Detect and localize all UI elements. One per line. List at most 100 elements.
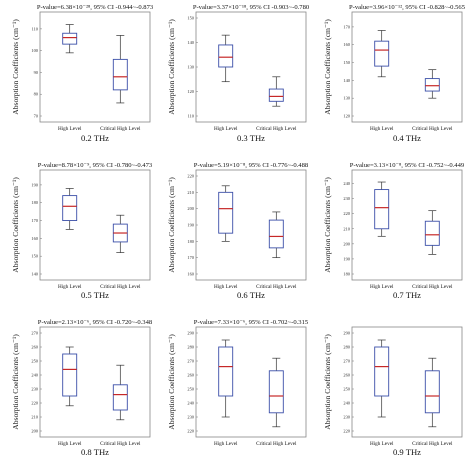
- y-tick-label: 170: [187, 255, 194, 260]
- y-tick-label: 200: [31, 429, 38, 434]
- plot-frame: [39, 169, 151, 281]
- box-critical-high-level: [112, 364, 128, 421]
- x-category-label: Critical High Level: [412, 441, 453, 447]
- y-tick-label: 260: [343, 373, 350, 378]
- y-tick-label: 110: [32, 26, 39, 31]
- y-axis-label: Absorption Coefficients (cm⁻¹): [167, 177, 176, 273]
- x-category-label: High Level: [214, 126, 238, 132]
- x-category-label: Critical High Level: [412, 126, 453, 132]
- pvalue-label: P-value=7.33×10⁻⁶, 95% CI -0.702~-0.315: [194, 319, 309, 326]
- y-tick-label: 260: [187, 373, 194, 378]
- y-tick-label: 230: [343, 415, 350, 420]
- pvalue-label: P-value=3.96×10⁻¹², 95% CI -0.828~-0.565: [349, 4, 466, 11]
- plot-panel-4: P-value=8.78×10⁻⁹, 95% CI -0.780~-0.473 A…: [11, 162, 153, 300]
- plot-panel-2: P-value=3.37×10⁻¹⁸, 95% CI -0.903~-0.780…: [167, 4, 310, 143]
- iqr-box: [424, 78, 440, 92]
- y-tick-label: 70: [34, 114, 39, 119]
- plot-frame: [39, 326, 151, 438]
- y-tick-label: 250: [343, 387, 350, 392]
- y-tick-label: 210: [31, 415, 38, 420]
- frequency-label: 0.3 THz: [237, 133, 265, 143]
- plot-frame: [39, 11, 151, 123]
- box-critical-high-level: [424, 69, 440, 99]
- plot-frame: [351, 169, 463, 281]
- plot-panel-3: P-value=3.96×10⁻¹², 95% CI -0.828~-0.565…: [323, 4, 466, 143]
- y-tick-label: 120: [187, 89, 194, 94]
- y-tick-label: 150: [187, 16, 194, 21]
- y-tick-label: 130: [343, 96, 350, 101]
- y-axis-label: Absorption Coefficients (cm⁻¹): [323, 334, 332, 430]
- y-tick-label: 240: [187, 401, 194, 406]
- y-tick-label: 160: [187, 272, 194, 277]
- iqr-box: [218, 346, 234, 397]
- x-category-label: Critical High Level: [100, 284, 141, 290]
- iqr-box: [424, 370, 440, 414]
- plot-panel-9: Absorption Coefficients (cm⁻¹) 220 230 240 2…: [323, 326, 463, 457]
- iqr-box: [218, 44, 234, 68]
- y-tick-label: 120: [343, 114, 350, 119]
- x-category-label: Critical High Level: [100, 126, 141, 132]
- y-tick-label: 240: [343, 401, 350, 406]
- y-axis-label: Absorption Coefficients (cm⁻¹): [11, 177, 20, 273]
- y-axis-label: Absorption Coefficients (cm⁻¹): [11, 19, 20, 115]
- box-high-level: [218, 185, 234, 242]
- frequency-label: 0.2 THz: [81, 133, 109, 143]
- iqr-box: [374, 40, 390, 67]
- x-category-label: High Level: [214, 284, 238, 290]
- plot-frame: [195, 326, 307, 438]
- y-tick-label: 230: [187, 415, 194, 420]
- x-category-label: High Level: [58, 284, 82, 290]
- y-tick-label: 190: [187, 223, 194, 228]
- y-tick-label: 190: [31, 182, 38, 187]
- x-category-label: High Level: [370, 441, 394, 447]
- plot-panel-8: P-value=7.33×10⁻⁶, 95% CI -0.702~-0.315 A…: [167, 319, 309, 447]
- y-tick-label: 230: [31, 387, 38, 392]
- y-tick-label: 220: [187, 429, 194, 434]
- box-high-level: [62, 346, 78, 407]
- x-category-label: High Level: [370, 126, 394, 132]
- box-critical-high-level: [112, 35, 128, 104]
- y-tick-label: 170: [343, 24, 350, 29]
- y-tick-label: 250: [187, 387, 194, 392]
- frequency-label: 0.7 THz: [393, 290, 421, 300]
- y-tick-label: 220: [31, 401, 38, 406]
- y-tick-label: 230: [343, 196, 350, 201]
- y-tick-label: 280: [187, 345, 194, 350]
- frequency-label: 0.6 THz: [237, 290, 265, 300]
- y-tick-label: 290: [187, 331, 194, 336]
- iqr-box: [424, 220, 440, 246]
- y-tick-label: 160: [31, 236, 38, 241]
- y-tick-label: 80: [34, 92, 39, 97]
- pvalue-label: P-value=3.37×10⁻¹⁸, 95% CI -0.903~-0.780: [193, 4, 310, 11]
- y-tick-label: 90: [34, 70, 39, 75]
- box-critical-high-level: [424, 210, 440, 255]
- x-category-label: High Level: [214, 441, 238, 447]
- box-critical-high-level: [268, 357, 284, 428]
- y-tick-label: 250: [31, 359, 38, 364]
- y-tick-label: 130: [187, 65, 194, 70]
- y-tick-label: 260: [31, 345, 38, 350]
- pvalue-label: P-value=3.13×10⁻⁸, 95% CI -0.752~-0.449: [350, 162, 465, 169]
- plot-panel-5: P-value=5.19×10⁻⁸, 95% CI -0.776~-0.488 A…: [167, 162, 309, 300]
- box-high-level: [218, 34, 234, 83]
- iqr-box: [374, 189, 390, 230]
- y-tick-label: 240: [31, 373, 38, 378]
- y-tick-label: 110: [188, 114, 195, 119]
- y-tick-label: 210: [343, 226, 350, 231]
- box-critical-high-level: [424, 357, 440, 428]
- x-category-label: Critical High Level: [256, 441, 297, 447]
- y-tick-label: 200: [343, 241, 350, 246]
- y-tick-label: 140: [187, 40, 194, 45]
- y-tick-label: 180: [343, 272, 350, 277]
- y-tick-label: 240: [343, 181, 350, 186]
- y-tick-label: 280: [343, 345, 350, 350]
- y-axis-label: Absorption Coefficients (cm⁻¹): [167, 334, 176, 430]
- box-critical-high-level: [112, 214, 128, 253]
- frequency-label: 0.5 THz: [81, 290, 109, 300]
- iqr-box: [268, 219, 284, 249]
- plot-panel-6: P-value=3.13×10⁻⁸, 95% CI -0.752~-0.449 A…: [323, 162, 465, 300]
- x-category-label: High Level: [370, 284, 394, 290]
- box-high-level: [374, 30, 390, 78]
- y-tick-label: 200: [187, 206, 194, 211]
- box-high-level: [374, 181, 390, 237]
